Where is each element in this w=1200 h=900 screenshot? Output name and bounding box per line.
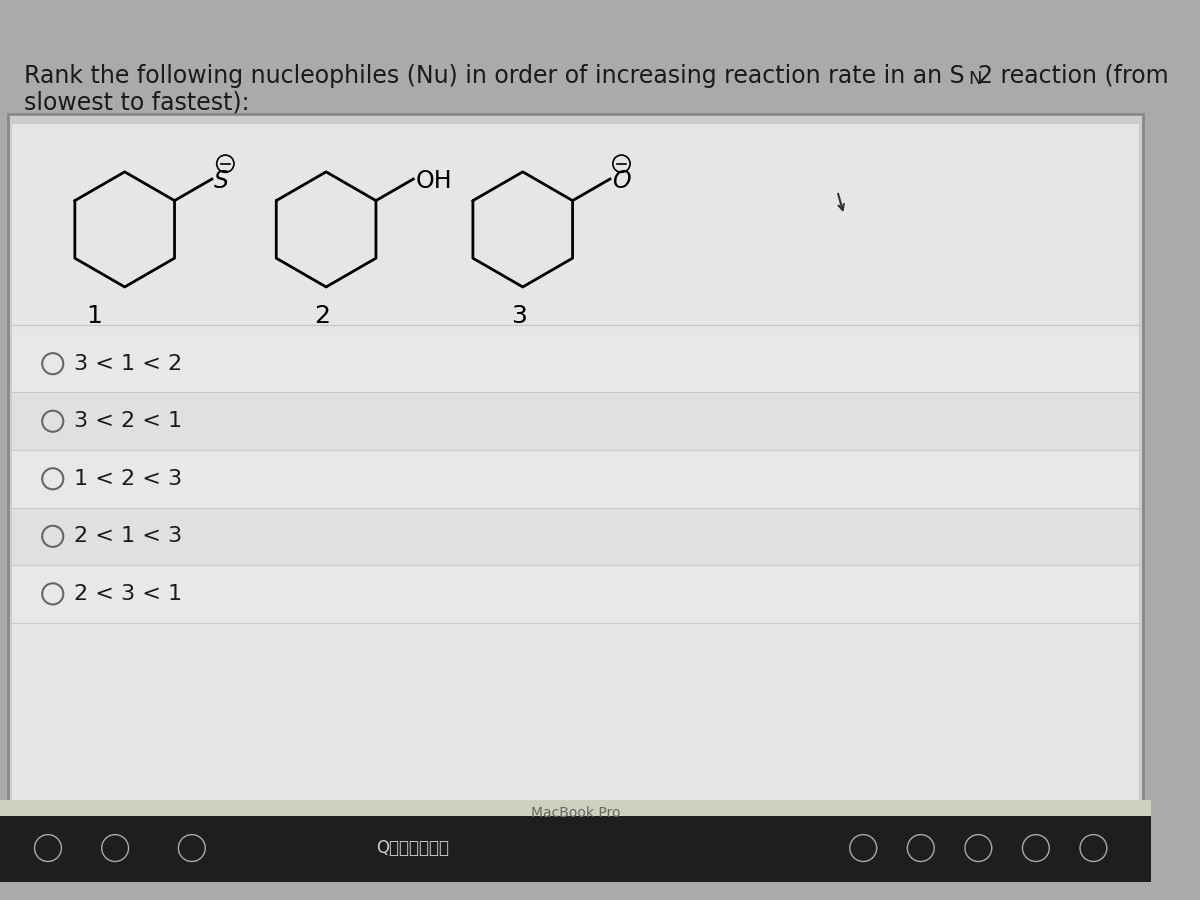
Text: 2 < 1 < 3: 2 < 1 < 3 bbox=[74, 526, 182, 546]
Text: 3 < 2 < 1: 3 < 2 < 1 bbox=[74, 411, 182, 431]
FancyBboxPatch shape bbox=[12, 124, 1140, 801]
Text: 1 < 2 < 3: 1 < 2 < 3 bbox=[74, 469, 182, 489]
Text: 2: 2 bbox=[314, 303, 330, 328]
Text: Rank the following nucleophiles (Nu) in order of increasing reaction rate in an : Rank the following nucleophiles (Nu) in … bbox=[24, 64, 965, 88]
FancyBboxPatch shape bbox=[12, 335, 1140, 392]
Text: 1: 1 bbox=[86, 303, 102, 328]
FancyBboxPatch shape bbox=[12, 565, 1140, 623]
Text: 2 reaction (from: 2 reaction (from bbox=[978, 64, 1169, 88]
FancyBboxPatch shape bbox=[0, 816, 1151, 882]
FancyBboxPatch shape bbox=[12, 508, 1140, 565]
FancyBboxPatch shape bbox=[12, 450, 1140, 508]
Text: OH: OH bbox=[415, 169, 452, 193]
Text: S: S bbox=[214, 169, 229, 193]
Text: MacBook Pro: MacBook Pro bbox=[530, 806, 620, 820]
Text: 3: 3 bbox=[511, 303, 527, 328]
Text: 2 < 3 < 1: 2 < 3 < 1 bbox=[74, 584, 182, 604]
FancyBboxPatch shape bbox=[7, 114, 1144, 805]
Text: N: N bbox=[968, 70, 983, 88]
Text: O: O bbox=[612, 169, 630, 193]
Text: slowest to fastest):: slowest to fastest): bbox=[24, 91, 250, 115]
FancyBboxPatch shape bbox=[0, 800, 1151, 819]
Text: 3 < 1 < 2: 3 < 1 < 2 bbox=[74, 354, 182, 373]
Text: Q在百度中搜索: Q在百度中搜索 bbox=[376, 839, 449, 857]
FancyBboxPatch shape bbox=[12, 392, 1140, 450]
